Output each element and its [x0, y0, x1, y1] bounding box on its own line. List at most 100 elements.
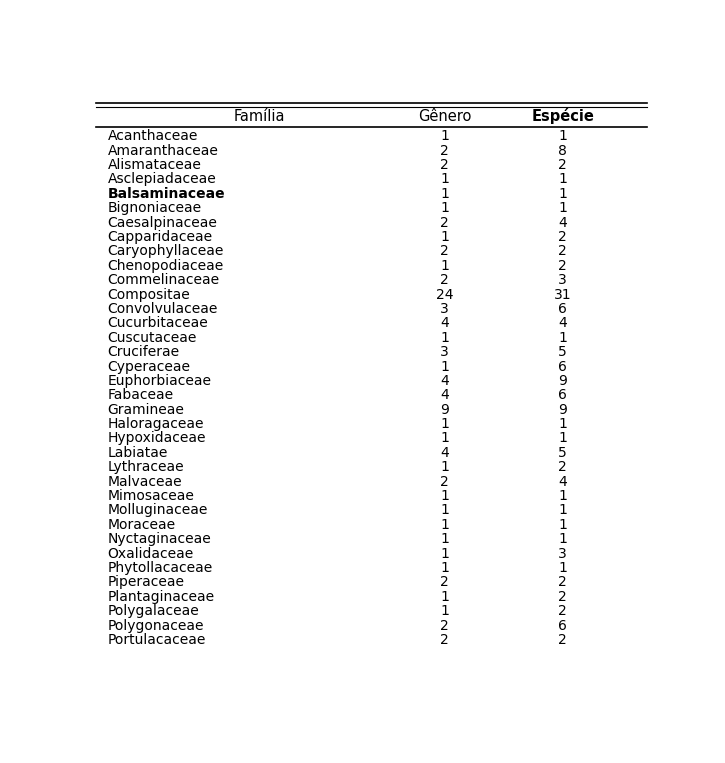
- Text: 1: 1: [558, 518, 567, 532]
- Text: 1: 1: [440, 604, 449, 618]
- Text: 1: 1: [440, 417, 449, 431]
- Text: 1: 1: [558, 533, 567, 546]
- Text: 1: 1: [440, 518, 449, 532]
- Text: 2: 2: [558, 460, 567, 475]
- Text: 1: 1: [440, 561, 449, 575]
- Text: Espécie: Espécie: [531, 108, 594, 124]
- Text: 2: 2: [558, 590, 567, 604]
- Text: 2: 2: [440, 158, 449, 172]
- Text: 1: 1: [558, 432, 567, 446]
- Text: Haloragaceae: Haloragaceae: [107, 417, 204, 431]
- Text: 2: 2: [440, 575, 449, 590]
- Text: 4: 4: [440, 374, 449, 388]
- Text: Cucurbitaceae: Cucurbitaceae: [107, 317, 208, 330]
- Text: 2: 2: [558, 575, 567, 590]
- Text: Commelinaceae: Commelinaceae: [107, 273, 220, 287]
- Text: 1: 1: [440, 460, 449, 475]
- Text: 1: 1: [440, 201, 449, 215]
- Text: Alismataceae: Alismataceae: [107, 158, 202, 172]
- Text: Amaranthaceae: Amaranthaceae: [107, 143, 218, 158]
- Text: 6: 6: [558, 302, 567, 316]
- Text: Lythraceae: Lythraceae: [107, 460, 184, 475]
- Text: 4: 4: [440, 388, 449, 402]
- Text: Labiatae: Labiatae: [107, 446, 168, 460]
- Text: Caesalpinaceae: Caesalpinaceae: [107, 216, 218, 230]
- Text: 1: 1: [558, 504, 567, 517]
- Text: 3: 3: [440, 302, 449, 316]
- Text: Balsaminaceae: Balsaminaceae: [107, 187, 225, 201]
- Text: 8: 8: [558, 143, 567, 158]
- Text: 2: 2: [558, 259, 567, 272]
- Text: 1: 1: [558, 489, 567, 503]
- Text: 2: 2: [440, 273, 449, 287]
- Text: 1: 1: [440, 489, 449, 503]
- Text: 2: 2: [558, 604, 567, 618]
- Text: 6: 6: [558, 359, 567, 374]
- Text: 9: 9: [558, 374, 567, 388]
- Text: Cuscutaceae: Cuscutaceae: [107, 330, 197, 345]
- Text: Malvaceae: Malvaceae: [107, 475, 182, 488]
- Text: 2: 2: [440, 633, 449, 647]
- Text: 3: 3: [558, 273, 567, 287]
- Text: 4: 4: [558, 475, 567, 488]
- Text: 1: 1: [440, 590, 449, 604]
- Text: 6: 6: [558, 388, 567, 402]
- Text: 1: 1: [558, 201, 567, 215]
- Text: 2: 2: [558, 158, 567, 172]
- Text: Mimosaceae: Mimosaceae: [107, 489, 194, 503]
- Text: Chenopodiaceae: Chenopodiaceae: [107, 259, 224, 272]
- Text: 1: 1: [558, 330, 567, 345]
- Text: 4: 4: [558, 317, 567, 330]
- Text: Plantaginaceae: Plantaginaceae: [107, 590, 215, 604]
- Text: 31: 31: [554, 288, 571, 301]
- Text: Euphorbiaceae: Euphorbiaceae: [107, 374, 212, 388]
- Text: Nyctaginaceae: Nyctaginaceae: [107, 533, 211, 546]
- Text: Asclepiadaceae: Asclepiadaceae: [107, 172, 216, 186]
- Text: Molluginaceae: Molluginaceae: [107, 504, 208, 517]
- Text: Piperaceae: Piperaceae: [107, 575, 184, 590]
- Text: 1: 1: [440, 546, 449, 561]
- Text: Moraceae: Moraceae: [107, 518, 175, 532]
- Text: 1: 1: [440, 230, 449, 244]
- Text: 9: 9: [440, 403, 449, 417]
- Text: 2: 2: [440, 619, 449, 633]
- Text: Gênero: Gênero: [418, 109, 471, 124]
- Text: 1: 1: [440, 330, 449, 345]
- Text: Família: Família: [233, 109, 285, 124]
- Text: 1: 1: [440, 432, 449, 446]
- Text: 2: 2: [440, 216, 449, 230]
- Text: 3: 3: [558, 546, 567, 561]
- Text: 1: 1: [440, 533, 449, 546]
- Text: Bignoniaceae: Bignoniaceae: [107, 201, 202, 215]
- Text: Cyperaceae: Cyperaceae: [107, 359, 191, 374]
- Text: 3: 3: [440, 345, 449, 359]
- Text: 4: 4: [440, 317, 449, 330]
- Text: 2: 2: [558, 230, 567, 244]
- Text: 24: 24: [436, 288, 453, 301]
- Text: 1: 1: [558, 172, 567, 186]
- Text: Oxalidaceae: Oxalidaceae: [107, 546, 194, 561]
- Text: 9: 9: [558, 403, 567, 417]
- Text: Caryophyllaceae: Caryophyllaceae: [107, 244, 224, 259]
- Text: 2: 2: [558, 244, 567, 259]
- Text: 1: 1: [558, 187, 567, 201]
- Text: 1: 1: [440, 187, 449, 201]
- Text: Capparidaceae: Capparidaceae: [107, 230, 212, 244]
- Text: 1: 1: [440, 129, 449, 143]
- Text: 4: 4: [440, 446, 449, 460]
- Text: 5: 5: [558, 446, 567, 460]
- Text: Hypoxidaceae: Hypoxidaceae: [107, 432, 206, 446]
- Text: Acanthaceae: Acanthaceae: [107, 129, 198, 143]
- Text: Gramineae: Gramineae: [107, 403, 184, 417]
- Text: Polygonaceae: Polygonaceae: [107, 619, 204, 633]
- Text: 1: 1: [440, 259, 449, 272]
- Text: 2: 2: [440, 143, 449, 158]
- Text: 2: 2: [558, 633, 567, 647]
- Text: 1: 1: [440, 504, 449, 517]
- Text: Phytollacaceae: Phytollacaceae: [107, 561, 212, 575]
- Text: 4: 4: [558, 216, 567, 230]
- Text: 5: 5: [558, 345, 567, 359]
- Text: Portulacaceae: Portulacaceae: [107, 633, 206, 647]
- Text: Cruciferae: Cruciferae: [107, 345, 180, 359]
- Text: 6: 6: [558, 619, 567, 633]
